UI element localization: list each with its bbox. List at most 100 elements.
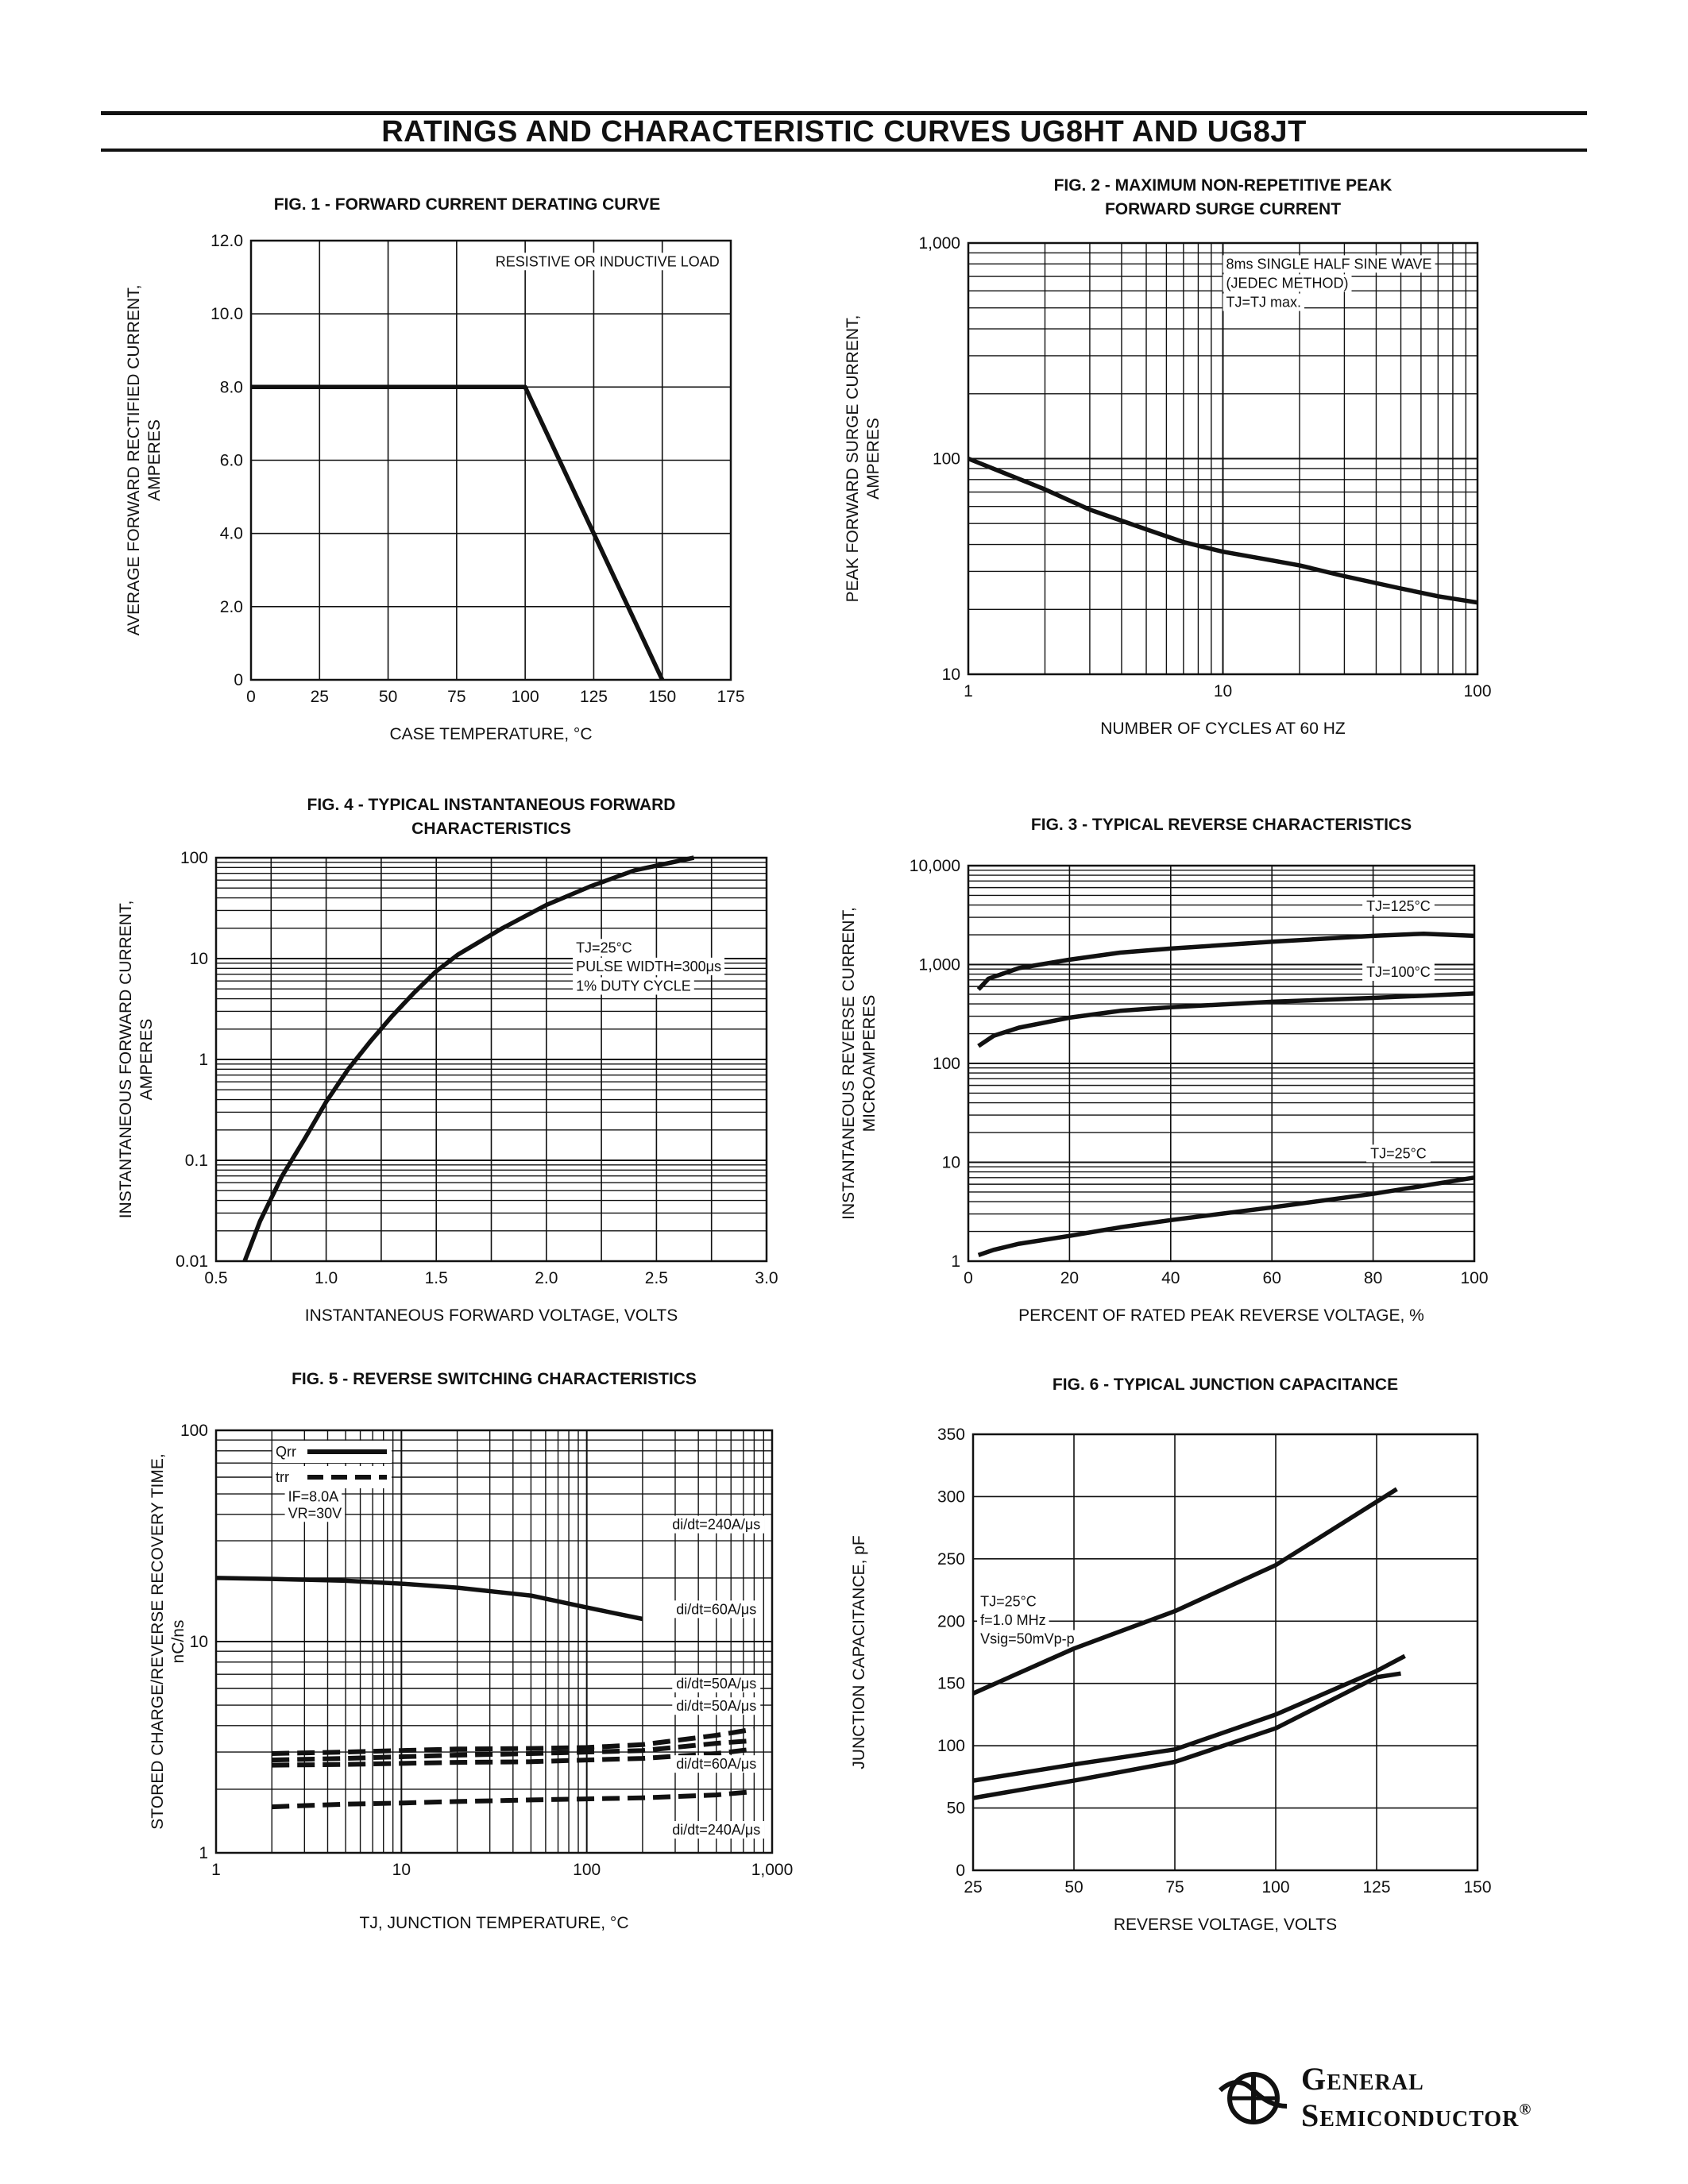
fig6-ytick-label: 50 [947, 1800, 965, 1818]
fig6-xtick-label: 25 [964, 1878, 982, 1897]
fig3-ytick-label: 10 [942, 1154, 960, 1172]
fig4-annotation-bg [573, 957, 725, 975]
fig6-grid [972, 1433, 1478, 1871]
fig4-annotation: TJ=25°C [576, 940, 632, 955]
fig5-series-label-bg [668, 1821, 765, 1839]
fig1-xtick-label: 125 [580, 688, 608, 706]
fig1-ytick-label: 10.0 [211, 305, 243, 323]
fig1-series-line [251, 384, 665, 681]
fig5-series-label-bg [672, 1697, 761, 1715]
fig2-annotation-bg [1223, 293, 1305, 311]
fig6-ytick-label: 150 [937, 1675, 965, 1693]
fig5-ylabel: nC/ns [169, 1620, 187, 1664]
fig2-ytick-label: 100 [933, 450, 960, 469]
fig4-title: CHARACTERISTICS [411, 820, 571, 838]
fig2-annotation-bg [1223, 274, 1352, 292]
fig2-series-line [967, 456, 1478, 605]
logo-line-1: General [1301, 2061, 1424, 2097]
fig1-chart: 0 25 50 75 100 125 150 175 0 2.0 4.0 6.0 8.0 10.0 12.0… [125, 195, 745, 743]
fig2-ytick-label: 1,000 [918, 234, 960, 253]
fig5-xtick-label: 10 [392, 1861, 411, 1879]
fig2-xtick-label: 10 [1214, 682, 1232, 700]
fig2-annotation-bg [1223, 255, 1435, 273]
fig1-ytick-label: 6.0 [220, 452, 243, 470]
fig4-plot-frame [214, 856, 768, 1263]
fig5-xtick-label: 1,000 [751, 1861, 794, 1879]
fig6-series-line [972, 1653, 1406, 1783]
fig4-annotation-bg [573, 977, 694, 995]
fig5-series-line [272, 1788, 755, 1810]
header-rule-top [101, 111, 1587, 115]
fig3-series-label: TJ=100°C [1366, 964, 1431, 980]
fig4-ytick-label: 0.01 [176, 1252, 208, 1271]
fig6-annotation: TJ=25°C [980, 1593, 1037, 1609]
fig1-xtick-label: 50 [379, 688, 397, 706]
fig2-annotation: TJ=TJ max. [1226, 295, 1302, 311]
fig2-xlabel: NUMBER OF CYCLES AT 60 HZ [1100, 720, 1346, 738]
fig6-title: FIG. 6 - TYPICAL JUNCTION CAPACITANCE [1053, 1376, 1398, 1394]
fig1-annotation-bg [492, 253, 723, 271]
fig6-annotation-bg [977, 1630, 1078, 1648]
fig3-title: FIG. 3 - TYPICAL REVERSE CHARACTERISTICS [1031, 816, 1412, 834]
fig2-title: FIG. 2 - MAXIMUM NON-REPETITIVE PEAK [1054, 176, 1393, 195]
gs-logo-icon [1218, 2072, 1288, 2124]
fig6-ytick-label: 200 [937, 1612, 965, 1630]
fig1-xtick-label: 175 [717, 688, 744, 706]
fig4-annotation-bg [573, 939, 635, 957]
registered-mark: ® [1519, 2101, 1532, 2119]
fig1-xlabel: CASE TEMPERATURE, °C [390, 725, 593, 743]
fig3-xlabel: PERCENT OF RATED PEAK REVERSE VOLTAGE, % [1018, 1306, 1424, 1325]
fig5-series-label: di/dt=50A/μs [676, 1698, 756, 1714]
fig6-annotation-bg [977, 1592, 1040, 1611]
fig6-ytick-label: 350 [937, 1426, 965, 1444]
fig6-annotation-bg [977, 1611, 1049, 1629]
fig4-chart: 0.5 1.0 1.5 2.0 2.5 3.0 0.01 0.1 1 10 100 FIG. 4 - … [117, 796, 778, 1325]
fig3-ylabel: MICROAMPERES [860, 995, 879, 1133]
fig4-annotation: PULSE WIDTH=300μs [576, 959, 721, 974]
fig5-series-label: di/dt=60A/μs [676, 1756, 756, 1772]
fig4-xtick-label: 1.0 [315, 1269, 338, 1287]
fig1-ylabel: AMPERES [145, 419, 164, 501]
fig6-xtick-label: 50 [1064, 1878, 1083, 1897]
fig4-ytick-label: 100 [180, 849, 208, 867]
logo-line-2: Semiconductor® [1301, 2097, 1532, 2134]
fig5-ytick-label: 1 [199, 1844, 208, 1862]
fig5-xtick-label: 100 [573, 1861, 601, 1879]
fig4-annotation: 1% DUTY CYCLE [576, 978, 691, 994]
fig6-ylabel: JUNCTION CAPACITANCE, pF [850, 1535, 868, 1769]
fig4-series-line [242, 855, 695, 1262]
fig5-xtick-label: 1 [211, 1861, 221, 1879]
fig1-title: FIG. 1 - FORWARD CURRENT DERATING CURVE [274, 195, 661, 214]
fig6-xtick-label: 125 [1362, 1878, 1390, 1897]
fig5-series-line [272, 1738, 755, 1763]
fig3-series-label: TJ=25°C [1370, 1145, 1427, 1161]
fig5-title: FIG. 5 - REVERSE SWITCHING CHARACTERISTI… [292, 1370, 697, 1388]
header-rule-bottom [101, 149, 1587, 152]
fig5-ylabel: STORED CHARGE/REVERSE RECOVERY TIME, [149, 1453, 167, 1829]
fig3-series-label-bg [1362, 897, 1435, 915]
fig5-plot-frame [214, 1429, 774, 1854]
logo-line-2-text: Semiconductor [1301, 2097, 1520, 2133]
fig1-xtick-label: 100 [512, 688, 539, 706]
fig6-ytick-label: 250 [937, 1550, 965, 1569]
fig4-ytick-label: 10 [190, 950, 208, 968]
fig1-ytick-label: 4.0 [220, 525, 243, 543]
fig2-ytick-label: 10 [942, 666, 960, 684]
fig1-xtick-label: 25 [311, 688, 329, 706]
fig5-series-line [272, 1727, 755, 1756]
fig4-ylabel: AMPERES [137, 1019, 156, 1101]
fig5-annotation: VR=30V [288, 1505, 342, 1521]
fig3-series-label: TJ=125°C [1366, 898, 1431, 914]
fig5-series-label-bg [672, 1755, 761, 1773]
fig3-series-line [976, 931, 1475, 991]
fig5-series-label-bg [668, 1515, 765, 1534]
fig4-ytick-label: 0.1 [185, 1152, 208, 1170]
fig3-series-label-bg [1366, 1144, 1431, 1163]
fig4-grid [215, 858, 767, 1262]
fig1-grid [250, 240, 732, 681]
fig6-ytick-label: 300 [937, 1488, 965, 1506]
fig5-legend-label: Qrr [276, 1444, 296, 1460]
fig3-ylabel: INSTANTANEOUS REVERSE CURRENT, [840, 907, 858, 1220]
